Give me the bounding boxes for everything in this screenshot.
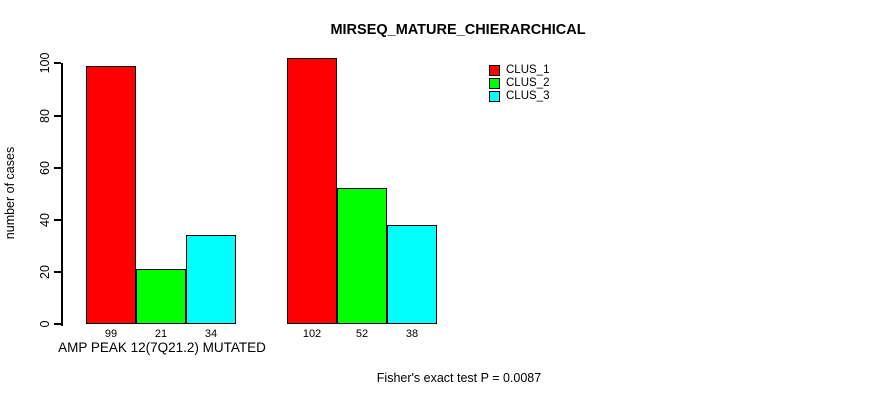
legend-item: CLUS_2 bbox=[489, 77, 549, 90]
legend-swatch-clus-1 bbox=[489, 65, 500, 76]
bar-clus-2-group1 bbox=[136, 269, 186, 324]
y-axis-tick-label: 0 bbox=[38, 320, 52, 328]
bar-value-label: 21 bbox=[154, 328, 168, 340]
bar-value-label: 99 bbox=[104, 328, 118, 340]
legend-label-clus-3: CLUS_3 bbox=[506, 90, 550, 102]
bar-value-label: 38 bbox=[405, 328, 419, 340]
x-axis-group-label: AMP PEAK 12(7Q21.2) MUTATED bbox=[58, 340, 266, 355]
y-axis-tick bbox=[54, 270, 61, 273]
y-axis-tick bbox=[54, 62, 61, 65]
y-axis-tick-label: 100 bbox=[38, 52, 52, 74]
chart-title: MIRSEQ_MATURE_CHIERARCHICAL bbox=[330, 22, 586, 38]
bar-clus-3-group1 bbox=[186, 235, 236, 324]
y-axis-tick-label: 60 bbox=[38, 160, 52, 175]
y-axis-line bbox=[61, 63, 63, 326]
y-axis-tick-label: 80 bbox=[38, 108, 52, 123]
bar-clus-1-group2 bbox=[287, 58, 337, 324]
bar-clus-3-group2 bbox=[387, 224, 437, 324]
y-axis-tick bbox=[54, 323, 61, 325]
bar-value-label: 102 bbox=[302, 328, 322, 340]
legend-label-clus-1: CLUS_1 bbox=[506, 64, 550, 76]
y-axis-tick-label: 40 bbox=[38, 212, 52, 227]
legend-item: CLUS_1 bbox=[489, 64, 549, 77]
legend-label-clus-2: CLUS_2 bbox=[506, 77, 550, 89]
y-axis-tick bbox=[54, 114, 61, 117]
legend: CLUS_1 CLUS_2 CLUS_3 bbox=[489, 64, 549, 103]
bar-value-label: 34 bbox=[204, 328, 218, 340]
legend-item: CLUS_3 bbox=[489, 90, 549, 103]
y-axis-label: number of cases bbox=[3, 146, 17, 240]
legend-swatch-clus-2 bbox=[489, 78, 500, 89]
y-axis-tick bbox=[54, 166, 61, 169]
bar-clus-2-group2 bbox=[337, 188, 387, 324]
bar-clus-1-group1 bbox=[86, 66, 136, 324]
y-axis-tick-label: 20 bbox=[38, 264, 52, 279]
fisher-test-annotation: Fisher's exact test P = 0.0087 bbox=[376, 371, 542, 385]
y-axis-tick bbox=[54, 218, 61, 221]
legend-swatch-clus-3 bbox=[489, 91, 500, 102]
bar-value-label: 52 bbox=[355, 328, 369, 340]
